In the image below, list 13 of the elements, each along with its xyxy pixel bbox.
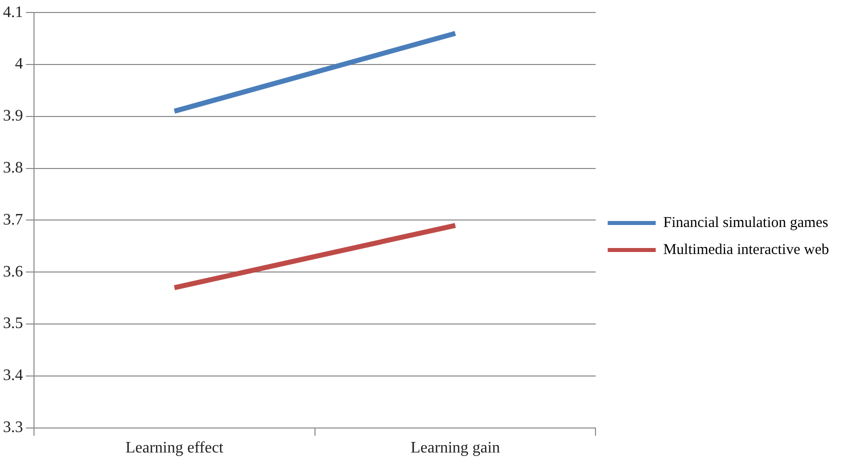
y-tick-label: 4 [15, 56, 23, 73]
y-tick-label: 3.4 [3, 367, 23, 384]
y-tick-label: 3.9 [3, 108, 23, 125]
legend-label: Financial simulation games [663, 214, 828, 231]
x-tick-label: Learning effect [125, 440, 224, 457]
y-tick-label: 3.7 [3, 211, 23, 228]
y-tick-label: 3.8 [3, 160, 23, 177]
y-tick-label: 4.1 [3, 4, 23, 21]
x-tick-label: Learning gain [410, 440, 500, 457]
y-tick-label: 3.3 [3, 419, 23, 436]
y-tick-label: 3.6 [3, 263, 23, 280]
legend-label: Multimedia interactive web [663, 242, 830, 258]
y-tick-label: 3.5 [3, 315, 23, 332]
